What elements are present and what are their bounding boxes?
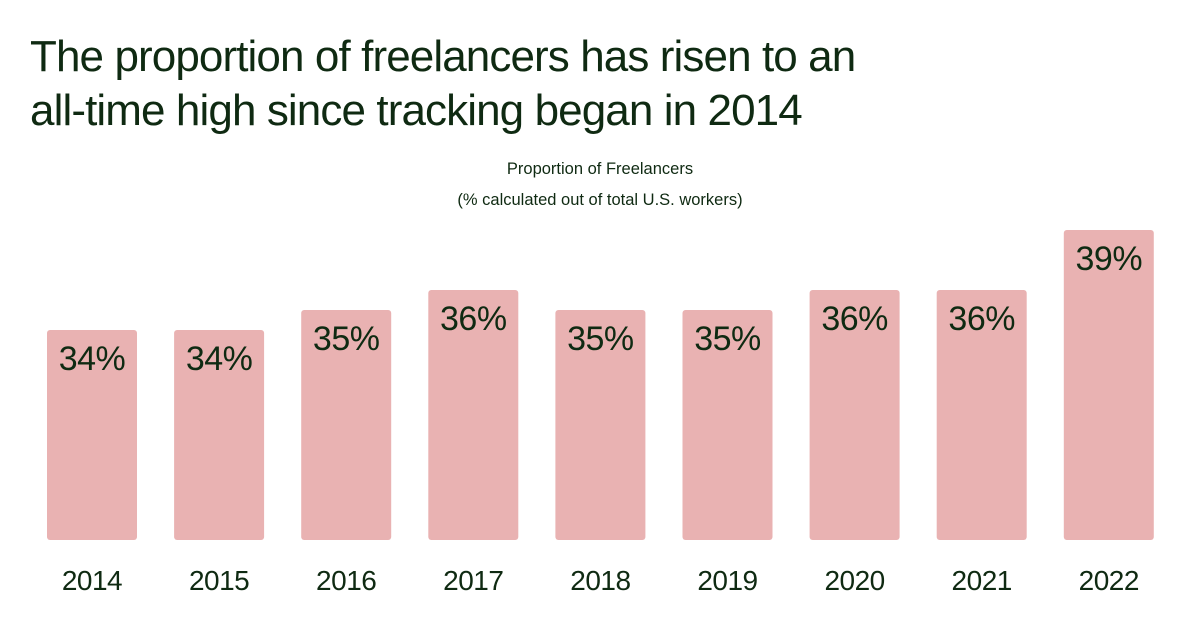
x-tick-label-2021: 2021 xyxy=(952,565,1012,596)
value-label-2016: 35% xyxy=(313,320,380,358)
value-labels-group: 34% 34% 35% 36% 35% 35% 36% 36% 39% xyxy=(59,240,1143,378)
headline-line-2: all-time high since tracking began in 20… xyxy=(30,86,803,135)
value-label-2014: 34% xyxy=(59,340,126,378)
chart-subtitle: (% calculated out of total U.S. workers) xyxy=(457,191,743,209)
bars-group xyxy=(47,230,1154,540)
value-label-2020: 36% xyxy=(821,300,888,338)
x-tick-label-2022: 2022 xyxy=(1079,565,1139,596)
value-label-2021: 36% xyxy=(948,300,1015,338)
x-tick-label-2015: 2015 xyxy=(189,565,249,596)
bar-2016 xyxy=(301,310,392,540)
value-label-2017: 36% xyxy=(440,300,507,338)
bar-2020 xyxy=(809,290,900,540)
bar-2015 xyxy=(174,330,265,540)
value-label-2018: 35% xyxy=(567,320,634,358)
bar-2017 xyxy=(428,290,519,540)
bar-2021 xyxy=(936,290,1027,540)
value-label-2015: 34% xyxy=(186,340,253,378)
x-tick-label-2014: 2014 xyxy=(62,565,122,596)
headline: The proportion of freelancers has risen … xyxy=(30,30,1130,138)
bar-2014 xyxy=(47,330,137,540)
bar-2019 xyxy=(682,310,773,540)
headline-line-1: The proportion of freelancers has risen … xyxy=(30,32,856,81)
x-tick-labels-group: 2014 2015 2016 2017 2018 2019 2020 2021 2022 xyxy=(62,565,1140,596)
x-tick-label-2020: 2020 xyxy=(824,565,884,596)
bar-2018 xyxy=(555,310,646,540)
x-tick-label-2019: 2019 xyxy=(697,565,757,596)
chart-title: Proportion of Freelancers xyxy=(506,160,694,178)
value-label-2019: 35% xyxy=(694,320,761,358)
x-tick-label-2017: 2017 xyxy=(443,565,503,596)
x-tick-label-2016: 2016 xyxy=(316,565,376,596)
bar-2022 xyxy=(1063,230,1154,540)
value-label-2022: 39% xyxy=(1076,240,1143,278)
x-tick-label-2018: 2018 xyxy=(570,565,630,596)
